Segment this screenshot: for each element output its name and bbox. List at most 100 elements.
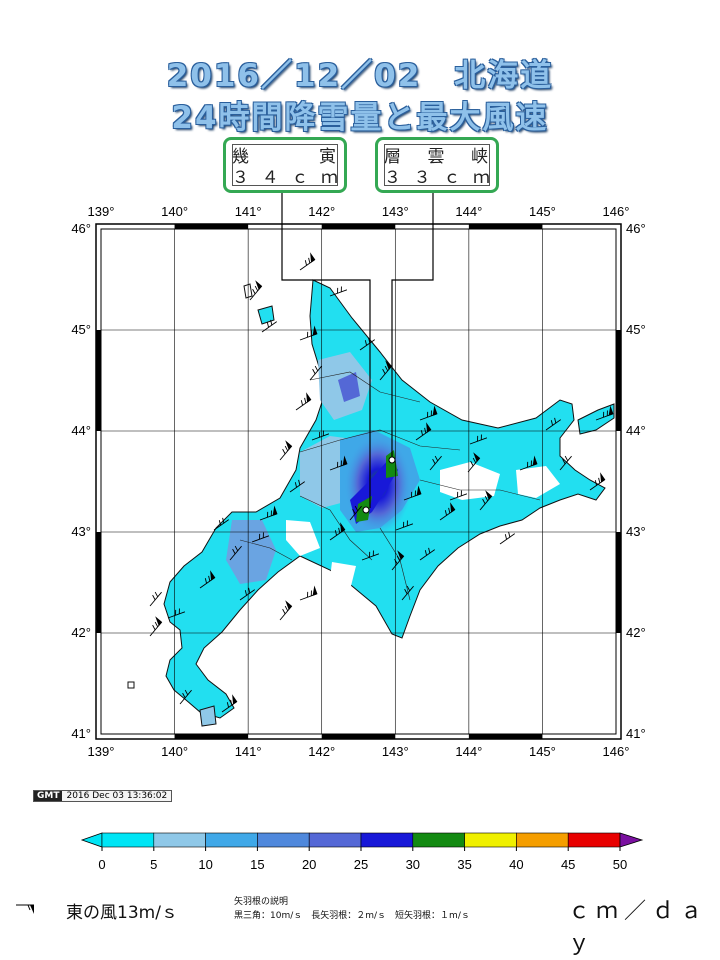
wind-barb bbox=[167, 608, 186, 619]
lat-tick-label-right: 46° bbox=[626, 221, 646, 236]
wind-barb-example-icon bbox=[16, 904, 34, 914]
colorbar-tick-label: 10 bbox=[198, 857, 212, 872]
colorbar-under-arrow bbox=[80, 832, 103, 848]
frame-bar-left bbox=[96, 330, 101, 431]
lat-tick-label-left: 43° bbox=[71, 524, 91, 539]
lat-tick-label-left: 42° bbox=[71, 625, 91, 640]
timestamp: 2016 Dec 03 13:36:02 bbox=[62, 791, 172, 801]
frame-bar-right bbox=[616, 330, 621, 431]
frame-bar-bottom bbox=[174, 734, 249, 739]
wind-barb bbox=[595, 405, 614, 421]
station-value: ３４ｃｍ bbox=[232, 168, 338, 188]
colorbar-tick-label: 20 bbox=[302, 857, 316, 872]
title-line-1: 2016／12／02 北海道 bbox=[166, 58, 554, 94]
lat-tick-label-left: 46° bbox=[71, 221, 91, 236]
station-marker-sounkyo bbox=[388, 456, 396, 464]
wind-barb bbox=[589, 472, 606, 491]
station-value: ３３ｃｍ bbox=[384, 168, 490, 188]
title-line-2: 24時間降雪量と最大風速 bbox=[171, 100, 549, 136]
lon-tick-label-top: 144° bbox=[455, 204, 482, 219]
lat-tick-label-right: 44° bbox=[626, 423, 646, 438]
colorbar-tick-label: 15 bbox=[250, 857, 264, 872]
frame-bar-top bbox=[321, 224, 396, 229]
wind-barb bbox=[401, 585, 414, 601]
colorbar-tick-label: 45 bbox=[561, 857, 575, 872]
axis-labels: 139° 139° 140° 140° 141° 141° 142° 142° 143° 143°… bbox=[71, 204, 645, 759]
colorbar-segment bbox=[101, 832, 155, 848]
small-island bbox=[127, 681, 135, 689]
gmt-logo: GMT bbox=[34, 791, 63, 801]
station-name: 幾 寅 bbox=[232, 147, 338, 167]
station-leader-sounkyo bbox=[391, 193, 434, 460]
no-snow-area bbox=[516, 466, 560, 498]
wind-barb bbox=[261, 319, 278, 333]
colorbar-tick-label: 35 bbox=[457, 857, 471, 872]
colorbar-segment bbox=[412, 832, 465, 848]
lon-tick-label-top: 145° bbox=[529, 204, 556, 219]
station-marker-ikutora bbox=[362, 506, 370, 514]
wind-barb bbox=[311, 430, 330, 441]
colorbar-segment bbox=[308, 832, 362, 848]
lon-tick-label-top: 146° bbox=[603, 204, 630, 219]
wind-barb bbox=[309, 365, 322, 381]
wind-barb bbox=[149, 616, 163, 637]
colorbar-segment bbox=[516, 832, 569, 848]
wind-barb bbox=[395, 520, 414, 531]
wind-barb bbox=[429, 455, 442, 471]
frame-bar-top bbox=[468, 224, 543, 229]
lon-tick-label-bottom: 140° bbox=[161, 744, 188, 759]
frame-bar-top bbox=[174, 224, 249, 229]
frame-ticks bbox=[96, 224, 621, 739]
wind-barb bbox=[419, 547, 436, 561]
okushiri-island bbox=[199, 705, 217, 727]
wind-barb bbox=[329, 455, 348, 471]
gmt-timestamp-badge: GMT 2016 Dec 03 13:36:02 bbox=[33, 790, 173, 802]
no-snow-area bbox=[440, 462, 500, 500]
lon-tick-label-top: 141° bbox=[235, 204, 262, 219]
colorbar-over-arrow bbox=[619, 832, 644, 848]
wind-barb bbox=[329, 286, 348, 297]
frame-bar-left bbox=[96, 532, 101, 633]
station-box-sounkyo: 層雲峡 ３３ｃｍ bbox=[375, 137, 499, 193]
wind-barb bbox=[279, 600, 293, 621]
wind-barb bbox=[469, 434, 488, 445]
wind-barb bbox=[403, 485, 422, 501]
lon-tick-label-bottom: 141° bbox=[235, 744, 262, 759]
lon-tick-label-bottom: 144° bbox=[455, 744, 482, 759]
station-name: 層雲峡 bbox=[384, 147, 490, 167]
wind-barb bbox=[361, 550, 380, 561]
frame-bar-bottom bbox=[321, 734, 396, 739]
wind-barb bbox=[295, 392, 312, 411]
wind-barbs bbox=[149, 252, 614, 713]
unit-label: ｃｍ／ｄａｙ bbox=[568, 899, 709, 956]
wind-barb bbox=[415, 422, 432, 441]
lon-tick-label-bottom: 145° bbox=[529, 744, 556, 759]
wind-barb bbox=[179, 689, 192, 705]
colorbar-segment bbox=[153, 832, 206, 848]
lat-tick-label-right: 42° bbox=[626, 625, 646, 640]
wind-barb bbox=[467, 452, 481, 473]
colorbar-segment bbox=[257, 832, 310, 848]
wind-barb bbox=[329, 522, 346, 541]
wind-barb bbox=[299, 252, 316, 271]
colorbar-tick-label: 50 bbox=[613, 857, 627, 872]
colorbar-segment bbox=[205, 832, 258, 848]
no-snow-area bbox=[286, 520, 320, 556]
lon-tick-label-bottom: 139° bbox=[88, 744, 115, 759]
wind-barb bbox=[221, 694, 238, 713]
wind-barb bbox=[239, 587, 256, 601]
lon-tick-label-bottom: 143° bbox=[382, 744, 409, 759]
frame-bar-right bbox=[616, 532, 621, 633]
lat-tick-label-right: 41° bbox=[626, 726, 646, 741]
wind-barb bbox=[259, 505, 278, 521]
snow-shade-20 bbox=[338, 372, 360, 402]
colorbar-tick-label: 30 bbox=[406, 857, 420, 872]
wind-barb bbox=[419, 405, 438, 421]
barb-note-body: 黒三角：10m/ｓ 長矢羽根：２m/ｓ 短矢羽根：１m/ｓ bbox=[234, 911, 470, 921]
wind-barb bbox=[391, 550, 405, 571]
colorbar-tick-label: 5 bbox=[150, 857, 157, 872]
lon-tick-label-top: 139° bbox=[88, 204, 115, 219]
colorbar-segment bbox=[567, 832, 621, 848]
colorbar-tick-label: 0 bbox=[98, 857, 105, 872]
